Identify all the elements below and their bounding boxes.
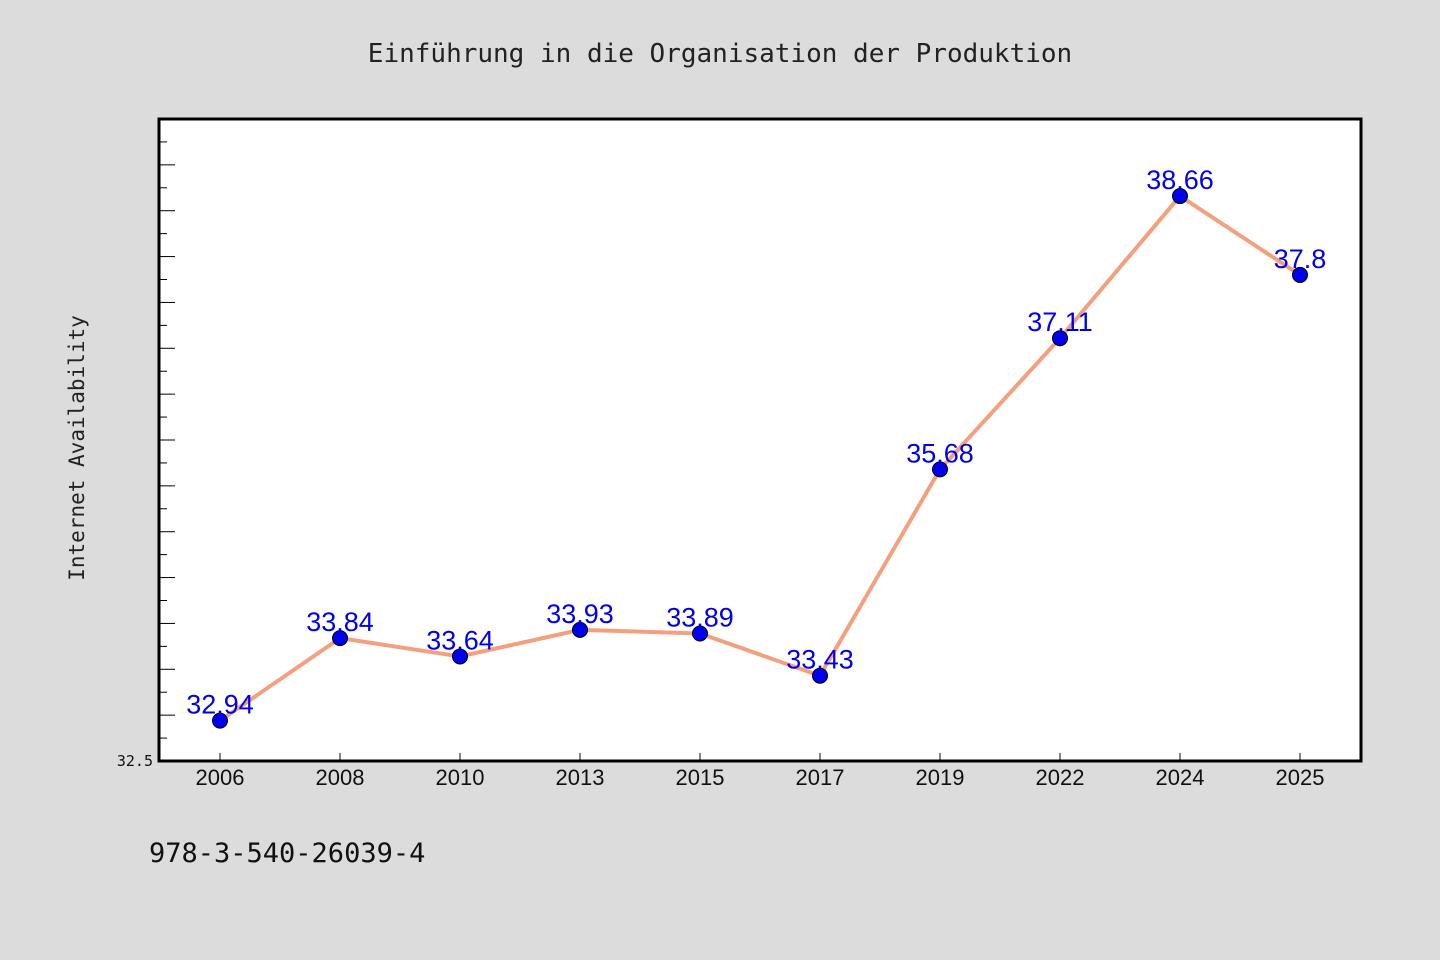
series-line (218, 194, 1302, 723)
y-tick-label: 32.5 (117, 752, 153, 770)
data-label: 38.66 (1146, 165, 1214, 195)
x-tick-label: 2025 (1276, 765, 1325, 790)
data-points (212, 188, 1308, 729)
data-point (1052, 330, 1068, 347)
data-point (452, 648, 468, 665)
x-axis-ticks: 2006 2008 2010 2013 2015 2017 2019 2022 2024 2025 (196, 753, 1325, 790)
x-tick-label: 2010 (436, 765, 485, 790)
x-tick-label: 2024 (1156, 765, 1205, 790)
footer-isbn: 978-3-540-26039-4 (149, 838, 425, 869)
data-label: 37.8 (1274, 244, 1327, 274)
data-label: 37.11 (1027, 307, 1093, 337)
data-label: 33.84 (306, 607, 374, 637)
data-label: 35.68 (906, 438, 974, 468)
plot-area (157, 117, 1363, 763)
data-label: 33.43 (786, 645, 854, 675)
x-tick-label: 2017 (796, 765, 845, 790)
data-label: 33.64 (426, 625, 494, 655)
x-tick-label: 2013 (556, 765, 605, 790)
data-point (1172, 188, 1188, 205)
x-tick-label: 2022 (1036, 765, 1085, 790)
data-point (212, 712, 228, 729)
data-label: 33.93 (546, 599, 614, 629)
x-tick-label: 2015 (676, 765, 725, 790)
y-axis-ticks: 32.5 (117, 118, 175, 770)
data-point (812, 667, 828, 684)
data-label: 33.89 (666, 603, 734, 633)
x-tick-label: 2006 (196, 765, 245, 790)
series-line-group (218, 194, 1302, 723)
data-point (692, 625, 708, 642)
data-point (332, 630, 348, 647)
data-label: 32.94 (186, 690, 254, 720)
chart-title: Einführung in die Organisation der Produ… (368, 39, 1072, 69)
x-tick-label: 2008 (316, 765, 365, 790)
data-labels: 32.94 33.84 33.64 33.93 33.89 33.43 35.68 37.11… (186, 165, 1326, 720)
data-point (1292, 266, 1308, 283)
y-axis-label: Internet Availability (65, 315, 89, 581)
data-point (932, 461, 948, 478)
x-tick-label: 2019 (916, 765, 965, 790)
data-point (572, 621, 588, 638)
